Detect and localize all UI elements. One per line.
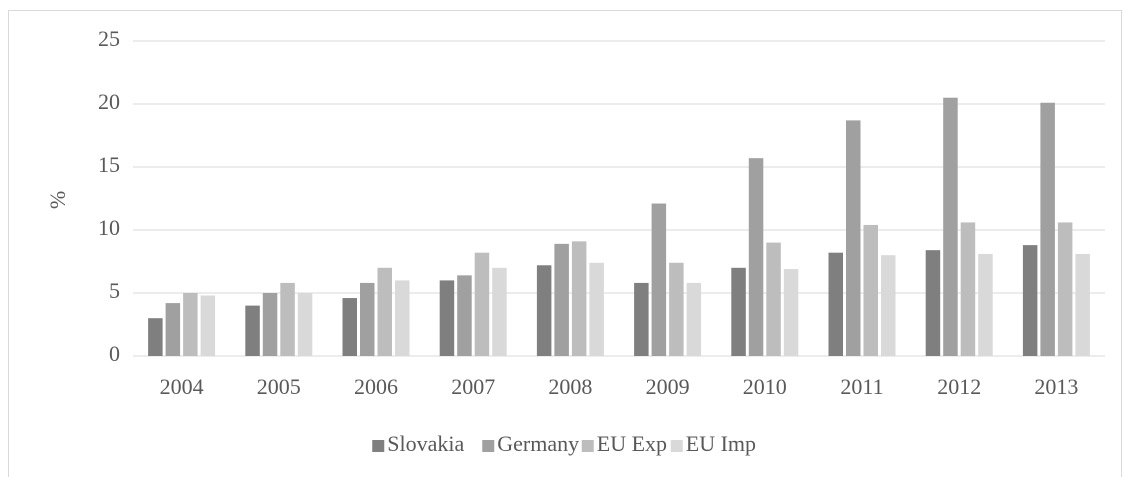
y-tick-label: 0 — [109, 341, 120, 366]
bar — [863, 224, 878, 356]
bar — [669, 262, 684, 356]
x-tick-label: 2009 — [646, 374, 690, 399]
legend-swatch — [670, 440, 683, 452]
x-tick-label: 2008 — [548, 374, 592, 399]
bar — [1040, 102, 1055, 357]
legend-label: Germany — [497, 431, 579, 456]
bar — [571, 241, 587, 356]
bar — [634, 282, 649, 356]
y-axis-label: % — [45, 191, 70, 209]
y-tick-label: 15 — [98, 152, 120, 177]
bar — [492, 267, 507, 356]
bar — [297, 293, 313, 356]
chart-frame — [8, 10, 1122, 477]
bar — [731, 267, 746, 356]
bar — [183, 293, 198, 356]
bar — [280, 282, 295, 356]
x-tick-label: 2004 — [160, 374, 204, 399]
legend-swatch — [372, 440, 385, 452]
legend-swatch — [482, 440, 495, 452]
bar — [846, 120, 861, 356]
x-tick-label: 2010 — [743, 374, 787, 399]
x-tick-label: 2006 — [354, 374, 398, 399]
bar — [536, 265, 552, 356]
legend-label: Slovakia — [387, 431, 464, 456]
bar — [395, 280, 410, 356]
legend-label: EU Exp — [597, 431, 667, 456]
x-tick-label: 2007 — [451, 374, 495, 399]
bar — [262, 293, 278, 356]
bar — [360, 282, 375, 356]
bar — [881, 255, 896, 356]
bar — [554, 243, 569, 356]
bar — [960, 222, 976, 356]
bar — [148, 318, 163, 356]
bar — [245, 305, 260, 356]
x-tick-label: 2005 — [257, 374, 301, 399]
bar — [686, 282, 702, 356]
bar — [342, 298, 357, 356]
bar — [651, 203, 667, 356]
bar — [589, 262, 604, 356]
bar — [783, 269, 799, 356]
bar — [200, 295, 216, 356]
x-tick-label: 2013 — [1034, 374, 1078, 399]
bar — [978, 253, 993, 356]
y-tick-label: 5 — [109, 278, 120, 303]
y-tick-label: 10 — [98, 215, 120, 240]
legend-swatch — [581, 440, 594, 452]
bar — [1075, 253, 1090, 356]
y-tick-label: 20 — [98, 89, 120, 114]
legend-label: EU Imp — [686, 431, 756, 456]
y-tick-label: 25 — [98, 26, 120, 51]
bar — [828, 252, 843, 356]
bar — [474, 252, 490, 356]
bar — [165, 303, 181, 356]
bar — [1022, 245, 1038, 356]
bar — [439, 280, 455, 356]
bar — [1057, 222, 1073, 356]
bar — [943, 97, 958, 356]
bar — [925, 250, 941, 356]
bar — [457, 275, 472, 356]
bar — [766, 242, 781, 356]
x-tick-label: 2012 — [937, 374, 981, 399]
bar — [748, 158, 764, 356]
x-tick-label: 2011 — [840, 374, 883, 399]
bar — [377, 267, 392, 356]
